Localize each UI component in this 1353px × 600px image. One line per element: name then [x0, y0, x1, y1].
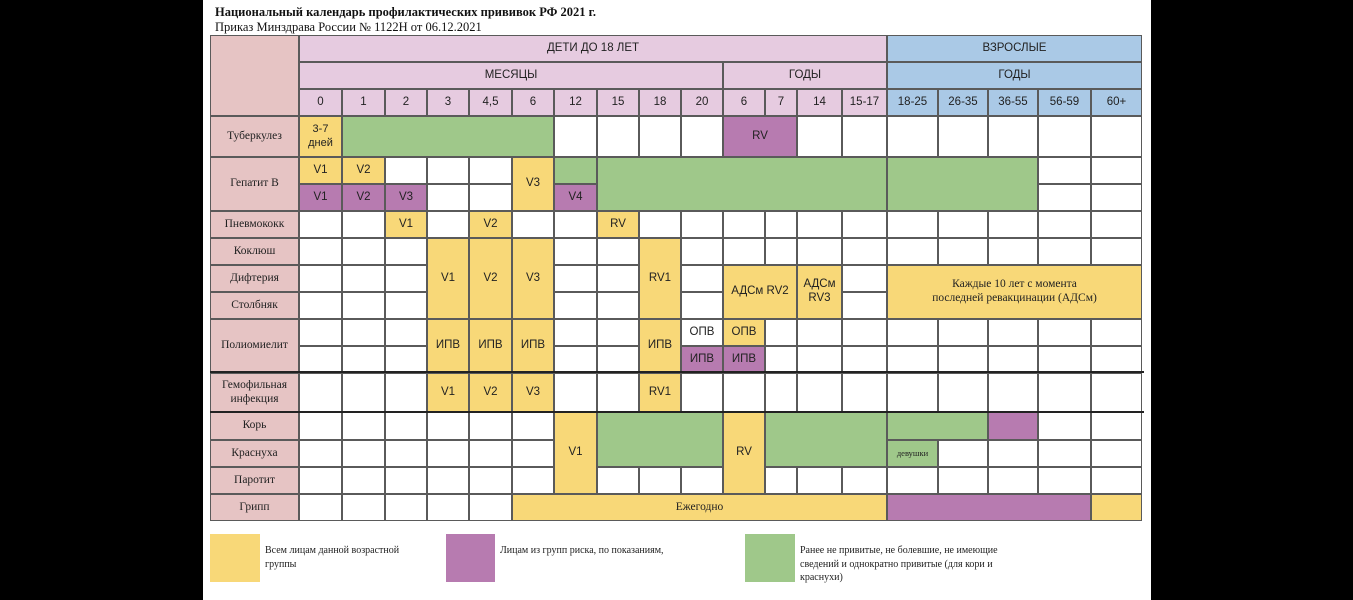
document-subtitle: Приказ Минздрава России № 1122Н от 06.12…	[215, 20, 482, 34]
document-page	[203, 0, 1151, 600]
document-title: Национальный календарь профилактических …	[215, 5, 596, 19]
